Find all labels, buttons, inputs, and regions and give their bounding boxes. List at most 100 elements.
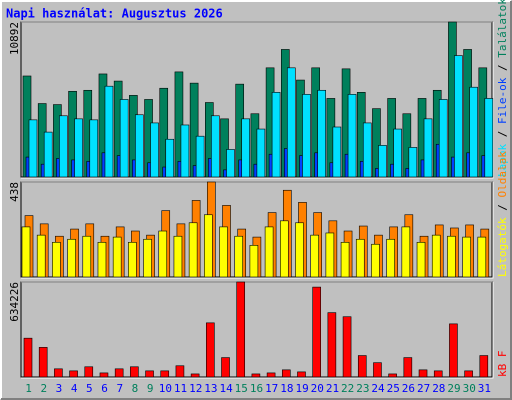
bar	[241, 118, 251, 178]
bar	[84, 366, 94, 378]
chart-title: Napi használat: Augusztus 2026	[6, 7, 223, 21]
bar	[447, 235, 456, 278]
x-tick-label: 25	[387, 382, 400, 395]
bar	[401, 226, 411, 278]
x-tick-label: 7	[116, 382, 123, 395]
bar	[74, 118, 83, 178]
bar	[279, 220, 289, 278]
bar	[221, 357, 230, 378]
bar	[373, 362, 382, 378]
bar	[36, 234, 46, 278]
bar	[418, 369, 428, 378]
bar	[469, 86, 478, 178]
y-tick-label: 438	[8, 182, 21, 202]
bar	[355, 238, 365, 278]
bar	[454, 55, 463, 178]
bar	[295, 222, 304, 278]
x-tick-label: 14	[219, 382, 233, 395]
bar	[204, 214, 213, 278]
legend-entry: Lapok	[496, 144, 509, 177]
bar	[173, 235, 183, 278]
bar	[317, 89, 326, 178]
bar	[332, 126, 342, 178]
legend: Látogatók / Oldalak	[496, 151, 509, 277]
bar	[195, 135, 205, 178]
bar	[462, 236, 471, 278]
bar	[256, 128, 266, 178]
bar	[327, 312, 337, 378]
x-tick-label: 24	[371, 382, 385, 395]
bar	[438, 99, 448, 178]
bar	[234, 235, 244, 278]
y-tick-label: 10892	[8, 22, 21, 55]
bar	[464, 370, 473, 378]
x-tick-label: 22	[341, 382, 354, 395]
x-tick-label: 15	[235, 382, 248, 395]
x-tick-label: 2	[40, 382, 47, 395]
bar	[386, 238, 395, 278]
bar	[431, 234, 441, 278]
x-tick-label: 28	[432, 382, 445, 395]
bar	[347, 94, 357, 178]
bar	[251, 373, 261, 378]
bar	[416, 241, 426, 278]
bar	[408, 147, 418, 178]
bar	[89, 119, 99, 178]
panel-bevel	[21, 22, 494, 179]
bar	[403, 357, 413, 378]
bar	[310, 234, 319, 278]
bar	[28, 119, 38, 178]
bar	[423, 118, 433, 178]
bar	[281, 369, 291, 378]
x-tick-label: 10	[159, 382, 172, 395]
x-tick-label: 29	[447, 382, 460, 395]
bar	[297, 371, 306, 378]
legend: Lapok / File-ok / Találatok	[496, 0, 509, 177]
bar	[43, 131, 53, 178]
x-tick-label: 9	[147, 382, 154, 395]
legend: kB F	[496, 351, 509, 378]
bar	[312, 286, 321, 378]
x-tick-label: 19	[295, 382, 308, 395]
x-tick-label: 13	[204, 382, 217, 395]
bar	[38, 347, 48, 378]
bar	[388, 373, 397, 378]
bar	[130, 366, 139, 378]
bar	[175, 365, 185, 378]
bar	[266, 372, 276, 378]
x-tick-label: 8	[132, 382, 139, 395]
bar	[82, 235, 92, 278]
bar	[249, 245, 259, 278]
x-tick-label: 11	[174, 382, 187, 395]
bar	[477, 236, 487, 278]
bar	[158, 230, 168, 278]
bar	[484, 98, 494, 178]
bar	[362, 122, 372, 178]
x-tick-label: 21	[326, 382, 339, 395]
bar	[52, 241, 61, 278]
bar	[97, 241, 107, 278]
bar	[128, 241, 137, 278]
panel-bevel	[21, 182, 494, 279]
x-tick-label: 6	[101, 382, 108, 395]
legend-entry: File-ok	[496, 77, 509, 124]
bar	[378, 145, 387, 178]
bar	[393, 128, 402, 178]
bar	[67, 238, 76, 278]
legend-entry: Találatok	[496, 0, 509, 58]
x-tick-label: 17	[265, 382, 278, 395]
bar	[286, 67, 296, 178]
bar	[119, 99, 129, 178]
x-tick-label: 12	[189, 382, 202, 395]
x-tick-label: 16	[250, 382, 263, 395]
bar	[357, 355, 367, 378]
bar	[165, 138, 175, 178]
panel	[20, 281, 493, 378]
x-tick-label: 31	[478, 382, 491, 395]
bar	[114, 368, 124, 378]
x-tick-label: 18	[280, 382, 293, 395]
bar	[264, 226, 274, 278]
bar	[104, 85, 114, 178]
x-tick-label: 23	[356, 382, 369, 395]
